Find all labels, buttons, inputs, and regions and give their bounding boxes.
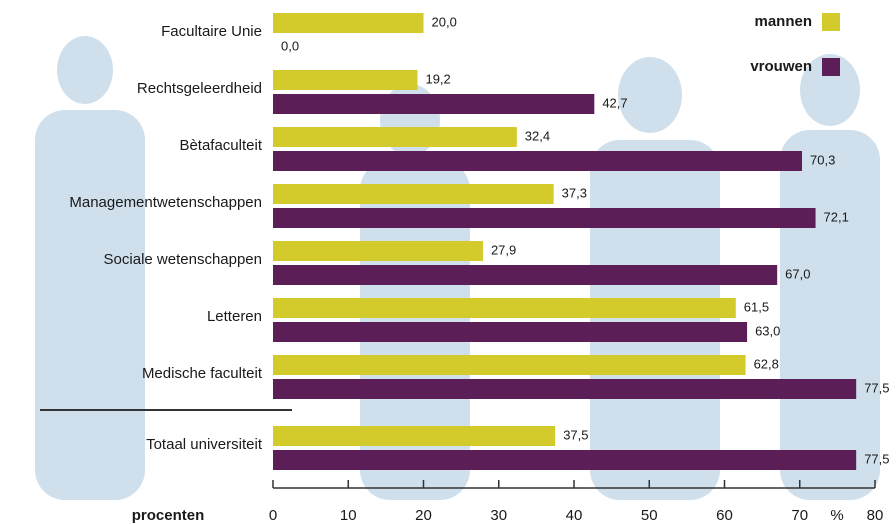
category-label: Medische faculteit	[142, 365, 263, 382]
legend-label: mannen	[754, 13, 812, 30]
x-tick-label: 10	[340, 507, 357, 524]
page: {"chart_data": {"type": "bar", "orientat…	[0, 0, 896, 524]
x-axis-label: procenten	[132, 507, 205, 524]
category-label: Sociale wetenschappen	[104, 251, 262, 268]
value-label: 20,0	[432, 14, 457, 29]
value-label: 0,0	[281, 38, 299, 53]
category-label: Rechtsgeleerdheid	[137, 80, 262, 97]
value-label: 37,5	[563, 427, 588, 442]
value-label: 77,5	[864, 380, 889, 395]
bar	[273, 184, 554, 204]
category-label: Letteren	[207, 308, 262, 325]
bar	[273, 70, 417, 90]
bar	[273, 265, 777, 285]
value-label: 37,3	[562, 185, 587, 200]
value-label: 42,7	[602, 95, 627, 110]
legend-swatch	[822, 58, 840, 76]
value-label: 27,9	[491, 242, 516, 257]
bar	[273, 241, 483, 261]
value-label: 62,8	[754, 356, 779, 371]
bar	[273, 13, 424, 33]
bar	[273, 127, 517, 147]
bar	[273, 379, 856, 399]
legend-swatch	[822, 13, 840, 31]
category-label: Managementwetenschappen	[69, 194, 262, 211]
value-label: 70,3	[810, 152, 835, 167]
category-label: Bètafaculteit	[179, 137, 262, 154]
x-tick-label: 40	[566, 507, 583, 524]
bar	[273, 94, 594, 114]
legend-label: vrouwen	[750, 58, 812, 75]
value-label: 63,0	[755, 323, 780, 338]
value-label: 67,0	[785, 266, 810, 281]
bar	[273, 355, 746, 375]
x-tick-label: 0	[269, 507, 277, 524]
x-tick-label: 60	[716, 507, 733, 524]
value-label: 72,1	[824, 209, 849, 224]
x-tick-label: 20	[415, 507, 432, 524]
x-unit: %	[830, 507, 843, 524]
value-label: 19,2	[425, 71, 450, 86]
x-tick-label: 50	[641, 507, 658, 524]
bar	[273, 450, 856, 470]
x-tick-label: 70	[791, 507, 808, 524]
x-tick-label: 30	[490, 507, 507, 524]
chart: procenten 0 10 20 30 40 50 60 70 80% Facultaire U…	[0, 0, 896, 524]
value-label: 77,5	[864, 451, 889, 466]
bar	[273, 298, 736, 318]
category-label: Totaal universiteit	[146, 436, 263, 453]
bar	[273, 208, 816, 228]
value-label: 61,5	[744, 299, 769, 314]
bar	[273, 322, 747, 342]
x-tick-label: 80	[867, 507, 884, 524]
bar	[273, 151, 802, 171]
value-label: 32,4	[525, 128, 550, 143]
category-label: Facultaire Unie	[161, 23, 262, 40]
bar	[273, 426, 555, 446]
